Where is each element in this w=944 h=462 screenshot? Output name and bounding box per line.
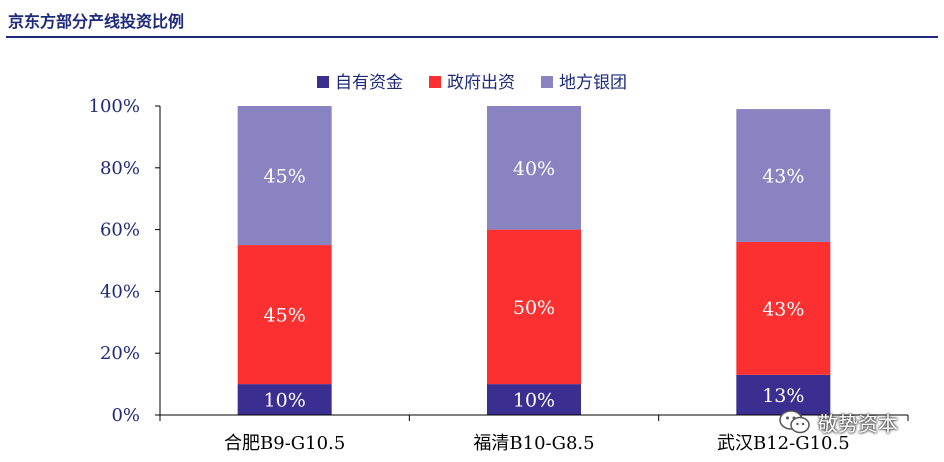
y-tick-label: 60%: [100, 220, 140, 241]
bar-segment: [487, 106, 581, 230]
legend-label: 自有资金: [335, 73, 403, 93]
bar-segment: [487, 229, 581, 385]
y-tick-label: 0%: [111, 405, 140, 426]
y-tick-label: 80%: [100, 158, 140, 179]
data-label: 50%: [513, 297, 555, 319]
watermark-text: 敬势资本: [818, 411, 898, 436]
data-label: 13%: [762, 385, 804, 407]
bar-segment: [487, 384, 581, 415]
x-tick-label: 合肥B9-G10.5: [224, 433, 345, 454]
x-axis: 合肥B9-G10.5 福清B10-G8.5 武汉B12-G10.5: [159, 414, 909, 454]
header: 京东方部分产线投资比例: [0, 0, 944, 40]
data-label: 10%: [264, 390, 306, 412]
y-axis: 0% 20% 40% 60% 80% 100%: [89, 96, 161, 426]
bar-segment: [736, 241, 831, 375]
bar-segment: [237, 106, 332, 246]
data-label: 45%: [264, 305, 306, 327]
y-tick-label: 100%: [89, 96, 140, 117]
data-label: 10%: [513, 390, 555, 412]
x-tick-label: 福清B10-G8.5: [473, 433, 594, 454]
page-title: 京东方部分产线投资比例: [8, 12, 185, 31]
title-divider: [6, 36, 938, 38]
legend-swatch: [317, 76, 329, 88]
data-label: 40%: [513, 158, 555, 180]
data-label: 43%: [762, 298, 804, 320]
bar-segment: [736, 374, 831, 415]
watermark: 敬势资本: [778, 404, 898, 440]
bar-segment: [736, 109, 831, 242]
legend-label: 政府出资: [447, 73, 515, 93]
data-label: 43%: [762, 166, 804, 188]
x-tick-label: 武汉B12-G10.5: [717, 433, 850, 454]
legend-swatch: [541, 76, 553, 88]
data-label: 45%: [264, 166, 306, 188]
legend-swatch: [429, 76, 441, 88]
wechat-icon: [779, 410, 810, 434]
legend: 自有资金 政府出资 地方银团: [317, 73, 627, 93]
y-tick-label: 20%: [100, 343, 140, 364]
y-tick-label: 40%: [100, 281, 140, 302]
legend-label: 地方银团: [559, 73, 627, 93]
bar-segment: [237, 384, 332, 415]
bars: 10% 45% 45% 10% 50% 40% 13% 43% 43%: [237, 106, 831, 415]
bar-segment: [237, 245, 332, 385]
